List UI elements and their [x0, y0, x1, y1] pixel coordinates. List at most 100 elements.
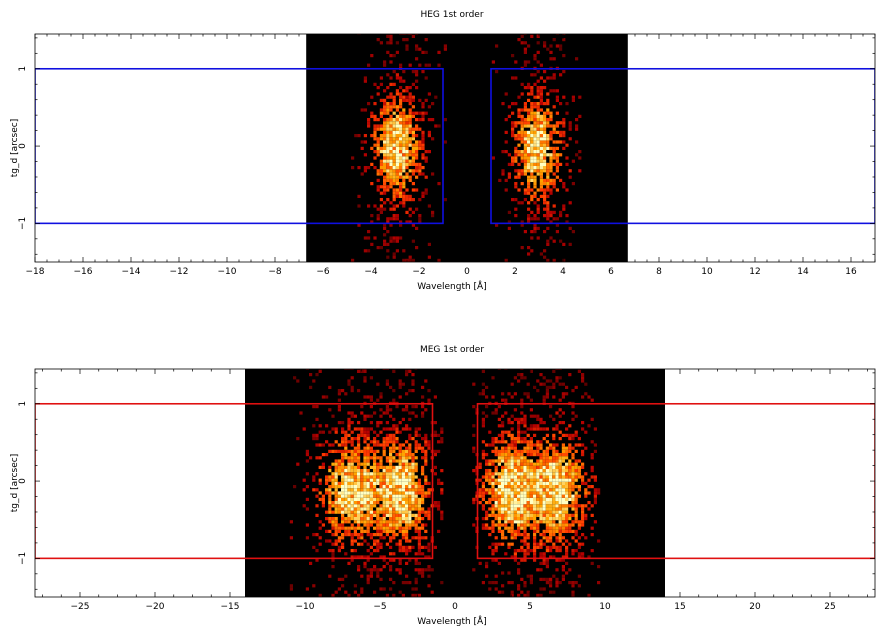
meg-heat-cell [590, 513, 594, 517]
meg-heat-cell [485, 395, 489, 399]
meg-heat-cell [510, 421, 514, 425]
heg-heat-cell [437, 258, 441, 262]
heg-heat-cell [402, 249, 406, 253]
meg-heat-cell [555, 584, 559, 588]
meg-heat-cell [328, 408, 332, 412]
meg-heat-cell [389, 449, 393, 453]
meg-heat-cell [350, 385, 354, 389]
meg-heat-cell [504, 456, 508, 460]
meg-heat-cell [331, 481, 335, 485]
heg-heat-cell [562, 182, 566, 186]
heg-heat-cell [383, 124, 387, 128]
meg-heat-cell [344, 533, 348, 537]
meg-heat-cell [494, 440, 498, 444]
heg-heat-cell [418, 140, 422, 144]
meg-heat-cell [526, 517, 530, 521]
heg-heat-cell [549, 153, 553, 157]
meg-heat-cell [552, 555, 556, 559]
meg-heat-cell [385, 478, 389, 482]
meg-heat-cell [577, 437, 581, 441]
meg-heat-cell [408, 449, 412, 453]
meg-heat-cell [437, 529, 441, 533]
meg-heat-cell [366, 446, 370, 450]
meg-heat-cell [574, 475, 578, 479]
meg-heat-cell [334, 523, 338, 527]
meg-heat-cell [379, 504, 383, 508]
meg-heat-cell [350, 523, 354, 527]
meg-heat-cell [545, 459, 549, 463]
meg-heat-cell [584, 536, 588, 540]
meg-heat-cell [536, 568, 540, 572]
heg-heat-cell [389, 92, 393, 96]
meg-heat-cell [382, 520, 386, 524]
meg-heat-cell [347, 462, 351, 466]
meg-heat-cell [363, 437, 367, 441]
meg-heat-cell [344, 504, 348, 508]
meg-heat-cell [389, 517, 393, 521]
meg-heat-cell [593, 475, 597, 479]
meg-heat-cell [437, 501, 441, 505]
meg-heat-cell [491, 513, 495, 517]
meg-heat-cell [552, 427, 556, 431]
meg-heat-cell [389, 504, 393, 508]
meg-heat-cell [392, 389, 396, 393]
heg-heat-cell [552, 105, 556, 109]
meg-heat-cell [488, 581, 492, 585]
meg-heat-cell [341, 443, 345, 447]
meg-heat-cell [363, 513, 367, 517]
meg-heat-cell [353, 533, 357, 537]
meg-heat-cell [373, 568, 377, 572]
heg-heat-cell [533, 162, 537, 166]
meg-heat-cell [350, 469, 354, 473]
meg-heat-cell [510, 520, 514, 524]
meg-heat-cell [427, 507, 431, 511]
meg-heat-cell [408, 545, 412, 549]
meg-heat-cell [398, 491, 402, 495]
meg-heat-cell [341, 437, 345, 441]
meg-heat-cell [481, 504, 485, 508]
meg-heat-cell [414, 526, 418, 530]
meg-heat-cell [373, 472, 377, 476]
meg-heat-cell [568, 488, 572, 492]
heg-heat-cell [389, 178, 393, 182]
meg-heat-cell [347, 485, 351, 489]
meg-heat-cell [533, 453, 537, 457]
meg-heat-cell [360, 449, 364, 453]
meg-heat-cell [401, 520, 405, 524]
heg-heat-cell [421, 118, 425, 122]
meg-heat-cell [424, 536, 428, 540]
meg-heat-cell [526, 469, 530, 473]
heg-x-tick-label: −12 [170, 267, 189, 277]
heg-heat-cell [530, 89, 534, 93]
heg-heat-cell [523, 150, 527, 154]
meg-heat-cell [353, 469, 357, 473]
meg-heat-cell [472, 405, 476, 409]
heg-heat-cell [392, 98, 396, 102]
heg-heat-cell [411, 210, 415, 214]
meg-heat-cell [363, 414, 367, 418]
meg-heat-cell [529, 523, 533, 527]
meg-heat-cell [561, 411, 565, 415]
meg-heat-cell [341, 542, 345, 546]
meg-heat-cell [552, 453, 556, 457]
meg-heat-cell [318, 443, 322, 447]
heg-heat-cell [504, 92, 508, 96]
meg-heat-cell [513, 529, 517, 533]
meg-heat-cell [337, 449, 341, 453]
heg-heat-cell [527, 159, 531, 163]
meg-heat-cell [389, 478, 393, 482]
meg-heat-cell [561, 513, 565, 517]
heg-heat-cell [399, 134, 403, 138]
heg-heat-cell [392, 150, 396, 154]
meg-heat-cell [433, 545, 437, 549]
heg-heat-cell [530, 86, 534, 90]
meg-heat-cell [488, 491, 492, 495]
meg-heat-cell [366, 430, 370, 434]
meg-heat-cell [337, 504, 341, 508]
meg-heat-cell [414, 414, 418, 418]
meg-heat-cell [513, 552, 517, 556]
heg-heat-cell [411, 169, 415, 173]
meg-heat-cell [331, 491, 335, 495]
heg-heat-cell [546, 102, 550, 106]
heg-heat-cell [552, 217, 556, 221]
